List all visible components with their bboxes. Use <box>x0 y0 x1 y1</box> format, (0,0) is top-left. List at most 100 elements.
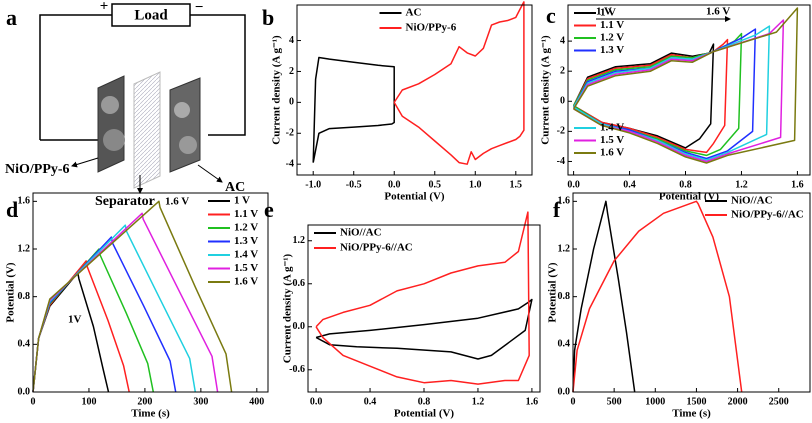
separator-label: Separator <box>95 194 155 209</box>
panel-label: a <box>6 5 17 30</box>
y-axis-label: Potential (V) <box>547 262 559 323</box>
legend-label: 1.3 V <box>600 44 624 56</box>
annotation: 1 V <box>596 6 612 18</box>
series-line <box>572 32 743 157</box>
plot-frame <box>572 192 811 393</box>
y-tick-label: -4 <box>286 158 294 169</box>
x-tick-label: 0.0 <box>388 179 401 190</box>
y-tick-label: 1.2 <box>558 243 571 254</box>
texture <box>179 136 197 154</box>
x-tick-label: 0.0 <box>567 179 580 190</box>
load-label: Load <box>134 7 168 23</box>
panel-label: c <box>546 3 556 28</box>
y-tick-label: 0 <box>560 96 565 107</box>
x-tick-label: 1500 <box>686 396 706 407</box>
panel-label: f <box>553 197 561 222</box>
x-tick-label: 0 <box>31 396 36 407</box>
y-tick-label: 4 <box>289 35 294 46</box>
chart-panel: b -1.0 -0.5 0.0 0.5 1.0 1.5 -4 -2 0 2 4 Potential (V… <box>262 1 533 203</box>
x-tick-label: 1.6 <box>791 179 804 190</box>
series-line <box>572 200 743 393</box>
series-line <box>32 200 233 393</box>
plot-frame <box>32 192 269 393</box>
load-box <box>111 3 191 27</box>
x-tick-label: 0 <box>571 396 576 407</box>
plot-frame <box>307 224 541 393</box>
cathode-label: AC <box>225 180 245 195</box>
y-tick-label: 4 <box>560 35 565 46</box>
y-tick-label: 2 <box>560 65 565 76</box>
x-tick-label: 0.8 <box>679 179 692 190</box>
chart-panel: c 0.0 0.4 0.8 1.2 1.6 -4 -2 0 2 4 Potential (V) Curr… <box>540 3 811 203</box>
series-line <box>315 211 530 385</box>
y-tick-label: 1.6 <box>18 196 31 207</box>
x-tick-label: 300 <box>193 396 208 407</box>
series-line <box>312 56 395 163</box>
legend-label: NiO/PPy-6 <box>406 22 457 34</box>
annotation: 1.6 V <box>706 6 730 18</box>
legend-label: 1.6 V <box>234 276 258 288</box>
y-tick-label: 0.4 <box>18 339 31 350</box>
x-tick-label: 500 <box>607 396 622 407</box>
legend-label: NiO//AC <box>340 227 382 239</box>
legend-label: 1.2 V <box>234 222 258 234</box>
y-tick-label: 0 <box>289 97 294 108</box>
x-tick-label: 400 <box>249 396 264 407</box>
series-line <box>315 298 533 360</box>
y-tick-label: 0.0 <box>293 321 306 332</box>
chart-panel: d 0 100 200 300 400 0.0 0.4 0.8 1.2 1.6 Time (s) Pot… <box>5 192 269 420</box>
series-line <box>32 260 130 393</box>
y-tick-label: 1.2 <box>18 243 31 254</box>
legend-label: 1.2 V <box>600 32 624 44</box>
texture <box>103 129 125 151</box>
chart-panel: e 0.0 0.4 0.8 1.2 1.6 -0.6 0.0 0.6 1.2 Potential (… <box>264 197 541 420</box>
series-line <box>393 1 525 165</box>
legend-label: 1.1 V <box>600 19 624 31</box>
legend-label: 1 V <box>600 7 616 19</box>
legend-label: 1.3 V <box>234 235 258 247</box>
y-tick-label: 0.8 <box>558 291 571 302</box>
x-tick-label: 0.5 <box>429 179 442 190</box>
x-tick-label: 0.0 <box>310 396 323 407</box>
x-axis-label: Potential (V) <box>659 191 720 203</box>
y-tick-label: -2 <box>286 128 294 139</box>
x-tick-label: 1.2 <box>472 396 485 407</box>
chart-panel: f 0 500 1000 1500 2000 2500 0.0 0.4 0.8 1.2 1.6 Time… <box>547 192 811 420</box>
arrow <box>197 164 223 183</box>
x-tick-label: 0.8 <box>418 396 431 407</box>
x-tick-label: 2500 <box>769 396 789 407</box>
y-tick-label: 1.2 <box>293 235 306 246</box>
y-axis-label: Current density (A g⁻¹) <box>282 253 294 363</box>
panel-label: b <box>262 5 274 30</box>
separator-plate <box>133 71 161 189</box>
anode-label: NiO/PPy-6 <box>5 162 70 177</box>
legend-label: 1.5 V <box>234 262 258 274</box>
texture <box>101 96 119 114</box>
y-axis-label: Potential (V) <box>5 262 17 323</box>
x-axis-label: Time (s) <box>131 408 170 420</box>
panel-label: d <box>6 197 18 222</box>
x-tick-label: 200 <box>137 396 152 407</box>
cathode-plate <box>169 77 201 173</box>
x-axis-label: Time (s) <box>672 408 711 420</box>
legend-label: NiO/PPy-6//AC <box>340 242 413 254</box>
arrow <box>71 157 99 168</box>
anode-plate <box>97 75 125 173</box>
texture <box>174 102 190 118</box>
series-line <box>572 19 785 163</box>
annotation: 1.6 V <box>165 196 189 208</box>
schematic: a Load + − NiO/PPy-6 Separator AC <box>5 0 246 209</box>
x-tick-label: 1.2 <box>735 179 748 190</box>
x-tick-label: 2000 <box>728 396 748 407</box>
x-tick-label: -1.0 <box>305 179 321 190</box>
y-tick-label: 2 <box>289 66 294 77</box>
x-axis-label: Potential (V) <box>394 408 455 420</box>
legend-label: NiO//AC <box>731 195 773 207</box>
legend-label: 1.5 V <box>600 134 624 146</box>
plot-frame <box>296 4 533 176</box>
y-tick-label: 0.6 <box>293 278 306 289</box>
y-tick-label: 0.4 <box>558 339 571 350</box>
y-tick-label: 0.0 <box>558 386 571 397</box>
series-line <box>572 25 771 161</box>
